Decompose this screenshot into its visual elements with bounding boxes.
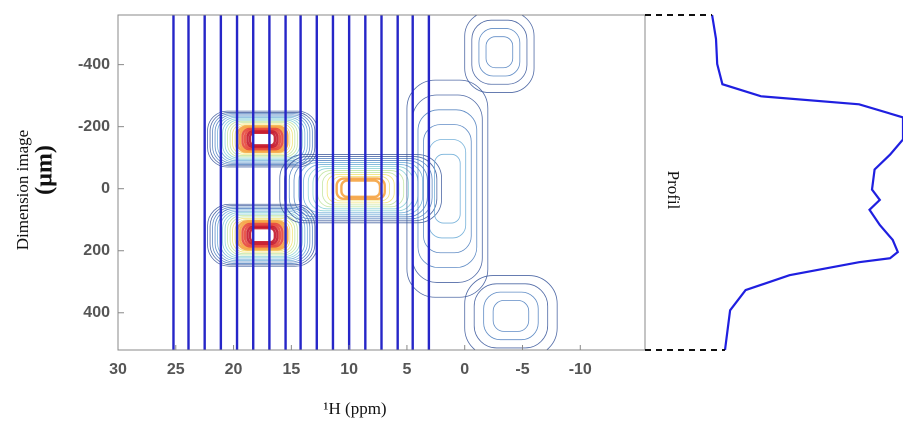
contour-line bbox=[232, 217, 293, 253]
contour-line bbox=[483, 291, 539, 341]
contour-line bbox=[217, 209, 308, 261]
contour-line bbox=[229, 122, 296, 156]
contour-line bbox=[417, 109, 478, 268]
y-tick-label: 200 bbox=[83, 242, 110, 259]
contour-line bbox=[322, 172, 400, 206]
contour-line bbox=[241, 127, 284, 151]
x-tick-label: -5 bbox=[515, 361, 529, 378]
contour-line bbox=[212, 113, 313, 165]
contour-line bbox=[227, 120, 298, 158]
contour-line bbox=[248, 131, 277, 147]
slice-lines bbox=[172, 15, 431, 350]
contour-line bbox=[246, 225, 279, 245]
contour-line bbox=[209, 205, 316, 266]
contour-line bbox=[212, 206, 313, 264]
contour-line bbox=[279, 154, 442, 224]
contour-line bbox=[478, 28, 521, 77]
contour-line bbox=[243, 129, 282, 150]
contour-line bbox=[248, 227, 277, 244]
x-tick-label: 30 bbox=[109, 361, 127, 378]
contour-line bbox=[209, 112, 316, 167]
contour-line bbox=[423, 124, 472, 254]
x-tick-label: 25 bbox=[167, 361, 185, 378]
y-tick-label: 400 bbox=[83, 304, 110, 321]
contour-line bbox=[406, 79, 489, 298]
y-tick-label: -200 bbox=[78, 118, 110, 135]
contour-line bbox=[229, 216, 296, 254]
x-tick-label: 15 bbox=[282, 361, 300, 378]
contour-line bbox=[485, 36, 514, 69]
y-axis-unit: (µm) bbox=[32, 145, 58, 195]
contour-line bbox=[471, 19, 528, 85]
profile-line bbox=[711, 14, 903, 351]
contour-line bbox=[492, 299, 530, 332]
contour-line bbox=[246, 130, 279, 148]
contour-line bbox=[243, 224, 282, 247]
contour-line bbox=[288, 158, 433, 220]
contour-line bbox=[335, 177, 386, 201]
contour-line bbox=[293, 160, 428, 218]
contour-line bbox=[340, 179, 382, 199]
contour-line bbox=[317, 170, 405, 208]
x-tick-label: 5 bbox=[402, 361, 411, 378]
axes: 30 25 20 15 10 5 0 -5 -10 -400 -200 0 200 400 bbox=[78, 56, 592, 378]
y-axis-title: Dimension image bbox=[13, 130, 32, 250]
contour-line bbox=[241, 222, 284, 248]
plot-frame bbox=[117, 14, 646, 351]
contour-line bbox=[214, 208, 311, 263]
x-tick-label: 10 bbox=[340, 361, 358, 378]
contour-line bbox=[222, 212, 303, 259]
contour-area bbox=[207, 15, 558, 350]
contour-line bbox=[234, 219, 291, 252]
x-tick-label: 20 bbox=[225, 361, 243, 378]
contour-line bbox=[303, 164, 419, 214]
contour-line bbox=[217, 115, 308, 163]
contour-line bbox=[222, 118, 303, 160]
contour-line bbox=[227, 215, 298, 256]
contour-line bbox=[464, 15, 535, 93]
y-tick-label: 0 bbox=[101, 180, 110, 197]
contour-line bbox=[326, 174, 395, 204]
x-axis-title: ¹H (ppm) bbox=[323, 399, 386, 418]
contour-line bbox=[214, 114, 311, 164]
y-tick-label: -400 bbox=[78, 56, 110, 73]
contour-line bbox=[434, 153, 461, 224]
profile-panel bbox=[645, 14, 903, 351]
contour-line bbox=[234, 124, 291, 154]
contour-line bbox=[298, 162, 424, 216]
x-tick-label: -10 bbox=[569, 361, 592, 378]
contour-line bbox=[464, 275, 558, 350]
contour-line bbox=[232, 123, 293, 155]
x-tick-label: 0 bbox=[460, 361, 469, 378]
contour-line bbox=[473, 283, 549, 349]
contour-line bbox=[312, 168, 409, 210]
profile-label: Profil bbox=[664, 171, 683, 210]
